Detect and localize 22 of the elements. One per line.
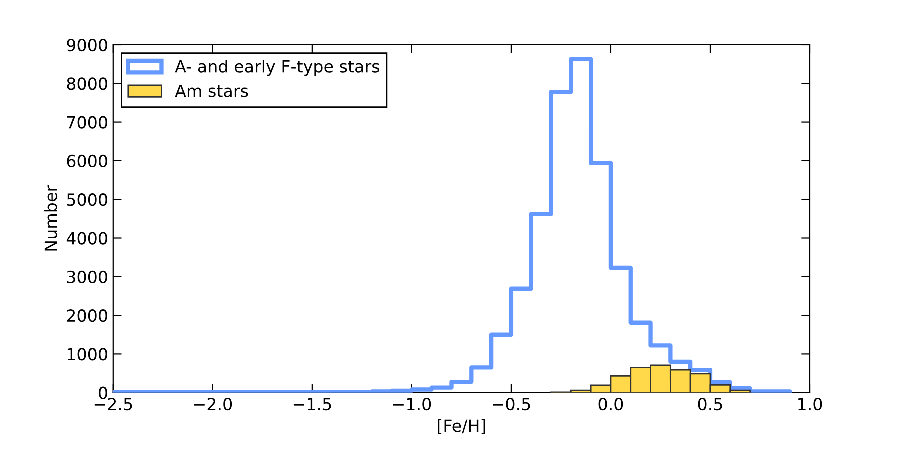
y-tick-label: 8000 — [67, 78, 108, 90]
y-tick-label: 6000 — [67, 154, 108, 168]
y-tick-label: 0 — [99, 386, 108, 400]
x-tick-label: −1.5 — [294, 398, 332, 411]
x-tick-label: −0.5 — [492, 398, 530, 411]
y-tick-label: 4000 — [66, 232, 108, 245]
x-tick-label: −1.0 — [393, 398, 432, 411]
x-tick-label: 1.0 — [798, 398, 822, 411]
y-tick-label: 2000 — [67, 310, 108, 322]
legend-label: A- and early F-type stars — [175, 60, 380, 76]
legend-label: Am stars — [175, 84, 248, 98]
y-axis-title: Number — [44, 185, 58, 251]
y-tick-label: 9000 — [67, 38, 108, 52]
x-tick-label: −2.5 — [94, 398, 132, 411]
x-axis-title: [Fe/H] — [438, 419, 486, 434]
y-tick-label: 1000 — [68, 348, 108, 361]
x-tick-label: 0.0 — [598, 398, 624, 411]
y-tick-label: 3000 — [67, 270, 108, 284]
y-tick-label: 7000 — [67, 116, 108, 129]
x-tick-label: 0.5 — [698, 398, 722, 411]
y-tick-label: 5000 — [67, 194, 108, 206]
x-tick-label: −2.0 — [194, 398, 232, 411]
